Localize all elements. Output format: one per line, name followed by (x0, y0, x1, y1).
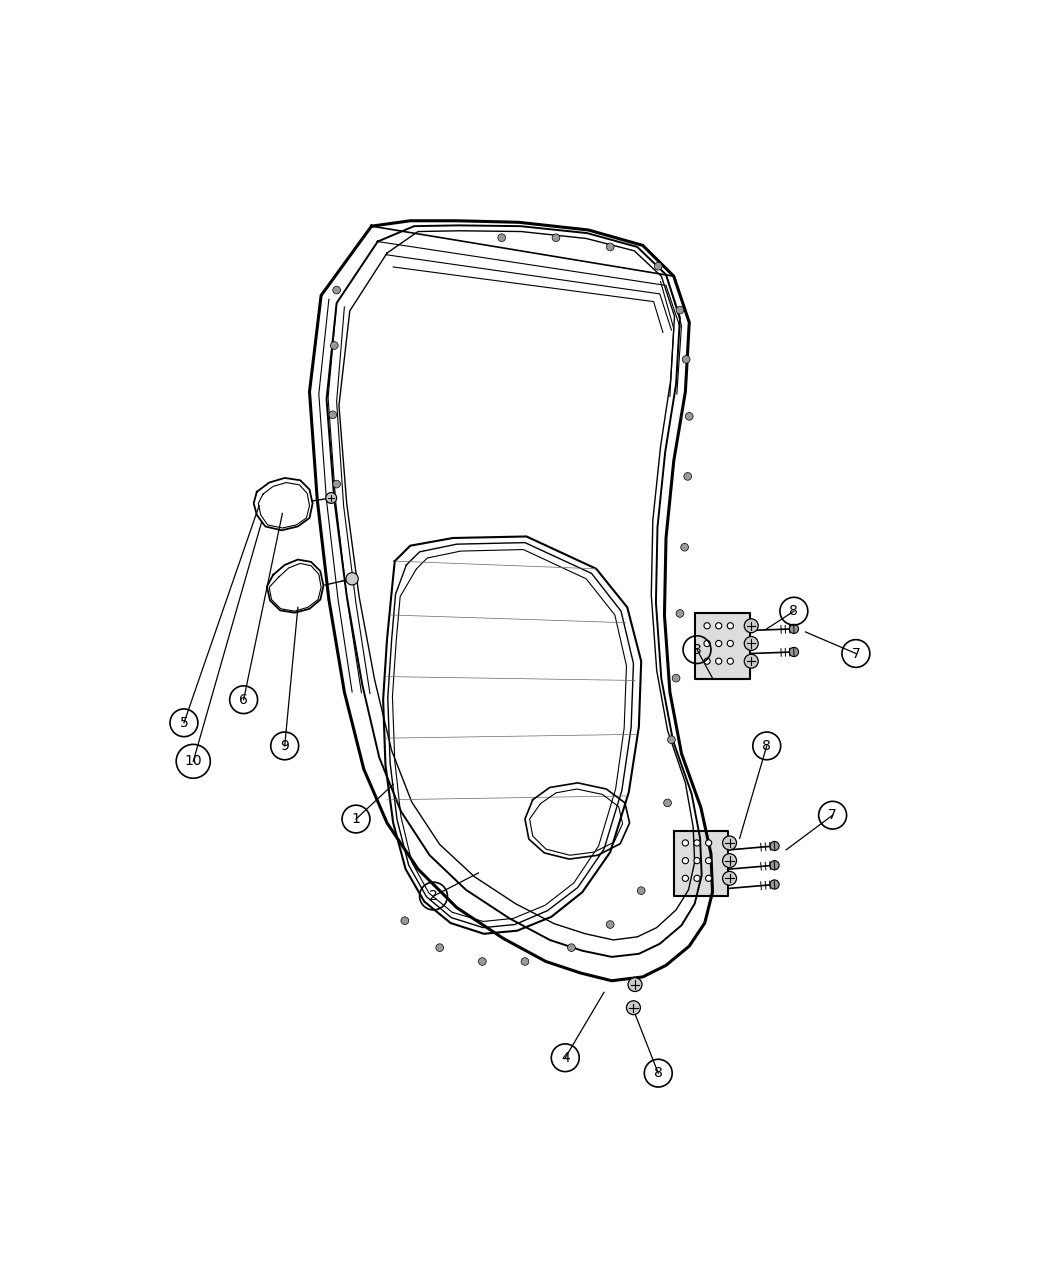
Circle shape (436, 944, 443, 951)
Text: 4: 4 (561, 1051, 569, 1065)
Circle shape (682, 356, 690, 363)
Circle shape (333, 286, 340, 295)
Circle shape (704, 622, 710, 629)
Circle shape (654, 263, 663, 270)
Circle shape (722, 836, 736, 850)
Circle shape (479, 958, 486, 965)
Circle shape (680, 543, 689, 551)
Circle shape (521, 958, 529, 965)
Circle shape (568, 944, 575, 951)
Circle shape (770, 842, 779, 850)
Circle shape (744, 654, 758, 668)
Circle shape (728, 622, 734, 629)
Circle shape (676, 306, 684, 314)
Text: 1: 1 (352, 812, 360, 826)
Circle shape (637, 887, 645, 895)
Circle shape (694, 858, 700, 863)
Text: 10: 10 (185, 755, 202, 769)
Circle shape (722, 871, 736, 885)
Circle shape (686, 413, 693, 421)
Text: 8: 8 (762, 740, 771, 754)
Circle shape (606, 244, 614, 251)
Text: 9: 9 (280, 740, 289, 754)
Circle shape (682, 840, 689, 847)
Circle shape (628, 978, 642, 992)
Circle shape (682, 875, 689, 881)
Text: 2: 2 (429, 889, 438, 903)
Circle shape (744, 618, 758, 632)
Circle shape (722, 854, 736, 867)
Circle shape (706, 840, 712, 847)
Circle shape (770, 880, 779, 889)
Circle shape (627, 1001, 640, 1015)
Circle shape (676, 609, 684, 617)
Text: 6: 6 (239, 692, 248, 706)
Circle shape (401, 917, 408, 924)
Circle shape (728, 658, 734, 664)
Circle shape (728, 640, 734, 646)
Text: 5: 5 (180, 715, 188, 729)
Circle shape (329, 411, 337, 418)
Text: 3: 3 (693, 643, 701, 657)
Circle shape (694, 840, 700, 847)
Text: 8: 8 (790, 604, 798, 618)
Circle shape (664, 799, 671, 807)
Circle shape (606, 921, 614, 928)
Polygon shape (695, 613, 750, 678)
Circle shape (716, 640, 721, 646)
Circle shape (326, 492, 337, 504)
Circle shape (790, 648, 799, 657)
Circle shape (704, 640, 710, 646)
Polygon shape (674, 830, 728, 896)
Circle shape (706, 875, 712, 881)
Circle shape (682, 858, 689, 863)
Circle shape (716, 658, 721, 664)
Circle shape (552, 233, 560, 241)
Circle shape (684, 473, 692, 481)
Circle shape (744, 636, 758, 650)
Circle shape (716, 622, 721, 629)
Circle shape (790, 625, 799, 634)
Circle shape (668, 736, 675, 743)
Circle shape (704, 658, 710, 664)
Text: 7: 7 (828, 808, 837, 822)
Circle shape (498, 233, 506, 241)
Circle shape (331, 342, 338, 349)
Circle shape (333, 481, 340, 488)
Text: 7: 7 (852, 646, 860, 660)
Circle shape (345, 572, 358, 585)
Text: 8: 8 (654, 1066, 663, 1080)
Circle shape (706, 858, 712, 863)
Circle shape (770, 861, 779, 870)
Circle shape (672, 674, 680, 682)
Circle shape (694, 875, 700, 881)
